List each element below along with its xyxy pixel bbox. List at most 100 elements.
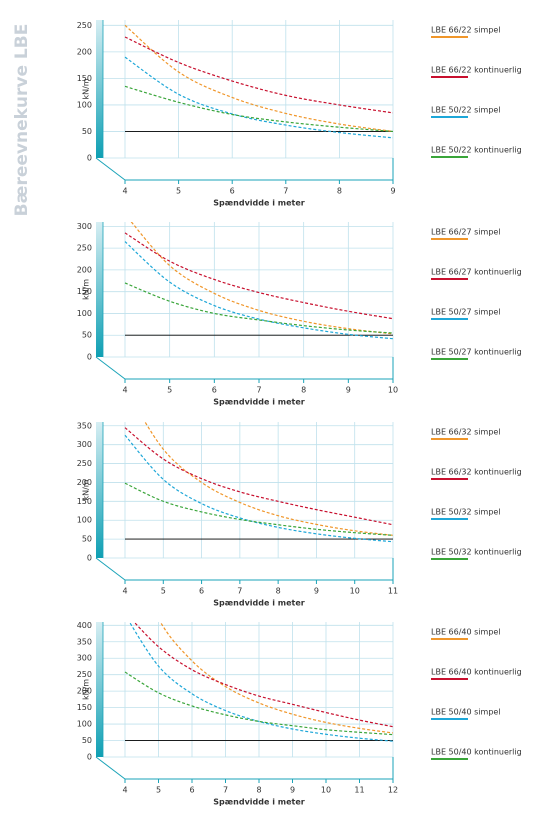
y-axis-bar — [96, 222, 103, 357]
axis-depth — [95, 557, 126, 581]
y-tick-label: 150 — [77, 74, 92, 83]
series-line — [124, 232, 393, 320]
legend-label: LBE 50/32 simpel — [431, 508, 501, 517]
y-tick-label: 250 — [77, 21, 92, 30]
x-axis-label: Spændvidde i meter — [213, 398, 304, 407]
legend-label: LBE 66/40 kontinuerlig — [431, 668, 522, 677]
y-tick-label: 100 — [77, 100, 92, 109]
legend-label: LBE 50/22 simpel — [431, 106, 501, 115]
page-title: Bæreevnekurve LBE — [12, 24, 32, 217]
legend-label: LBE 66/32 kontinuerlig — [431, 468, 522, 477]
legend-label: LBE 50/40 kontinuerlig — [431, 748, 522, 757]
y-tick-label: 0 — [87, 554, 92, 563]
y-tick-label: 150 — [77, 703, 92, 712]
legend-label: LBE 66/27 simpel — [431, 228, 501, 237]
y-tick-label: 300 — [77, 654, 92, 663]
axis-depth — [95, 756, 126, 780]
x-axis-label: Spændvidde i meter — [213, 199, 304, 208]
y-tick-label: 0 — [87, 154, 92, 163]
y-tick-label: 300 — [77, 222, 92, 231]
x-tick-label: 6 — [230, 187, 235, 196]
x-tick-label: 6 — [199, 587, 204, 596]
x-axis-label: Spændvidde i meter — [213, 599, 304, 608]
legend-label: LBE 66/22 kontinuerlig — [431, 66, 522, 75]
legend-label: LBE 50/40 simpel — [431, 708, 501, 717]
y-tick-label: 50 — [82, 736, 92, 745]
x-tick-label: 7 — [237, 587, 242, 596]
y-tick-label: 100 — [77, 720, 92, 729]
y-tick-label: 200 — [77, 687, 92, 696]
chart: 0 50 100 150 200 250 4 5 6 7 8 9 kN/m Spændvidde i me… — [77, 20, 522, 208]
x-tick-label: 12 — [388, 786, 398, 795]
y-tick-label: 200 — [77, 265, 92, 274]
axis-depth — [95, 356, 126, 380]
x-tick-label: 7 — [223, 786, 228, 795]
x-tick-label: 5 — [167, 386, 172, 395]
y-tick-label: 150 — [77, 287, 92, 296]
x-tick-label: 8 — [337, 187, 342, 196]
y-tick-label: 50 — [82, 331, 92, 340]
x-tick-label: 4 — [122, 786, 127, 795]
x-tick-label: 5 — [176, 187, 181, 196]
y-tick-label: 0 — [87, 353, 92, 362]
x-tick-label: 4 — [122, 386, 127, 395]
y-tick-label: 250 — [77, 459, 92, 468]
y-tick-label: 200 — [77, 478, 92, 487]
series-line — [124, 85, 393, 133]
series-line — [133, 622, 393, 728]
legend-label: LBE 50/27 kontinuerlig — [431, 348, 522, 357]
x-tick-label: 10 — [350, 587, 360, 596]
series-line — [144, 422, 393, 536]
x-tick-label: 7 — [256, 386, 261, 395]
y-axis-label: kN/m — [82, 479, 91, 500]
y-tick-label: 100 — [77, 309, 92, 318]
legend-label: LBE 66/22 simpel — [431, 26, 501, 35]
x-tick-label: 4 — [122, 587, 127, 596]
y-axis-label: kN/m — [82, 279, 91, 300]
legend-label: LBE 66/27 kontinuerlig — [431, 268, 522, 277]
y-tick-label: 100 — [77, 516, 92, 525]
y-axis-bar — [96, 422, 103, 558]
x-tick-label: 11 — [388, 587, 398, 596]
series-line — [159, 622, 393, 734]
x-tick-label: 8 — [256, 786, 261, 795]
y-tick-label: 350 — [77, 637, 92, 646]
y-tick-label: 200 — [77, 47, 92, 56]
x-tick-label: 7 — [283, 187, 288, 196]
legend-label: LBE 66/40 simpel — [431, 628, 501, 637]
x-tick-label: 10 — [388, 386, 398, 395]
x-tick-label: 8 — [301, 386, 306, 395]
x-tick-label: 9 — [314, 587, 319, 596]
chart: 0 50 100 150 200 250 300 350 4 5 6 7 8 9 10 11 kN/m Spænd… — [77, 421, 522, 608]
y-tick-label: 50 — [82, 127, 92, 136]
series-line — [130, 222, 393, 335]
series-line — [124, 24, 393, 133]
chart: 0 50 100 150 200 250 300 350 400 4 5 6 7 8 9 10 11 12 kN/m… — [77, 621, 522, 807]
x-tick-label: 9 — [390, 187, 395, 196]
y-tick-label: 250 — [77, 670, 92, 679]
series-line — [124, 482, 393, 536]
y-tick-label: 50 — [82, 535, 92, 544]
series-line — [124, 434, 393, 543]
y-axis-label: kN/m — [82, 78, 91, 99]
y-tick-label: 350 — [77, 421, 92, 430]
y-axis-label: kN/m — [82, 679, 91, 700]
legend-label: LBE 50/32 kontinuerlig — [431, 548, 522, 557]
y-tick-label: 0 — [87, 753, 92, 762]
x-tick-label: 6 — [212, 386, 217, 395]
x-tick-label: 9 — [346, 386, 351, 395]
y-tick-label: 300 — [77, 440, 92, 449]
legend-label: LBE 50/22 kontinuerlig — [431, 146, 522, 155]
chart: 0 50 100 150 200 250 300 4 5 6 7 8 9 10 kN/m Spændvidde… — [77, 222, 522, 407]
y-tick-label: 150 — [77, 497, 92, 506]
legend-label: LBE 50/27 simpel — [431, 308, 501, 317]
y-axis-bar — [96, 20, 103, 158]
series-line — [124, 241, 393, 340]
axis-depth — [95, 157, 126, 181]
y-axis-bar — [96, 622, 103, 757]
series-line — [124, 36, 393, 114]
legend-label: LBE 66/32 simpel — [431, 428, 501, 437]
series-line — [124, 427, 393, 526]
x-tick-label: 10 — [321, 786, 331, 795]
